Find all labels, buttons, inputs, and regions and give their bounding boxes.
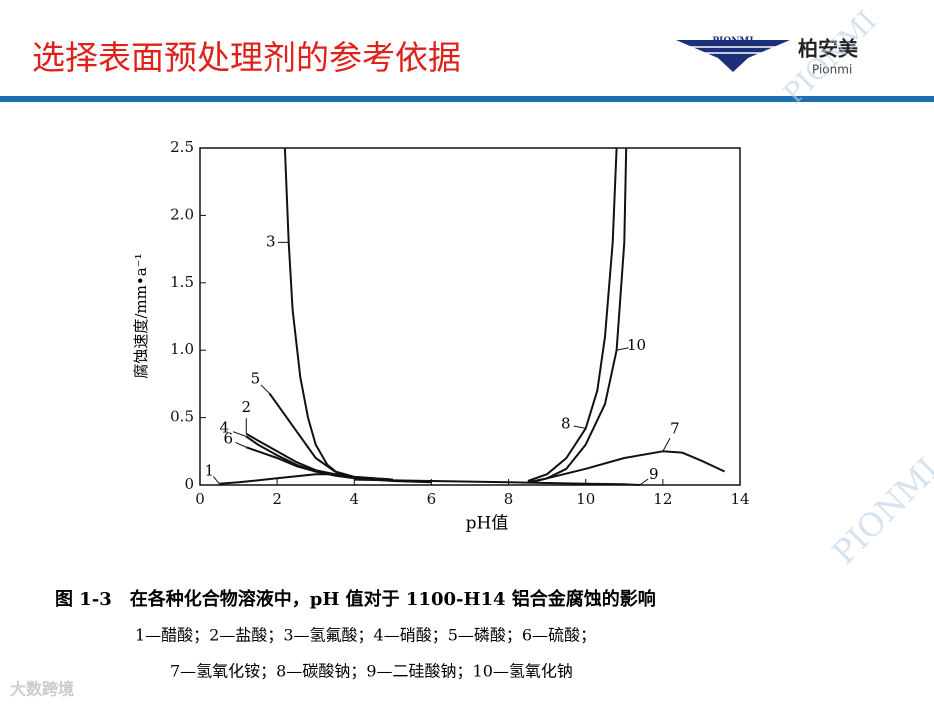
y-tick-label: 2.5 bbox=[170, 138, 194, 156]
x-tick-label: 6 bbox=[427, 490, 437, 508]
curve-label: 6 bbox=[224, 429, 234, 447]
y-tick-label: 0.5 bbox=[170, 408, 194, 426]
curve bbox=[531, 450, 726, 484]
curve-label: 3 bbox=[266, 232, 276, 250]
curve-label: 7 bbox=[670, 419, 680, 437]
x-tick-label: 0 bbox=[195, 490, 205, 508]
curve-leader bbox=[616, 347, 629, 351]
x-tick-label: 4 bbox=[350, 490, 360, 508]
curve bbox=[527, 147, 618, 482]
curve-leader bbox=[573, 425, 586, 429]
y-tick-label: 0 bbox=[184, 475, 194, 493]
curve-leader bbox=[260, 384, 270, 394]
caption-legend: 7—氢氧化铵；8—碳酸钠；9—二硅酸钠；10—氢氧化钠 bbox=[170, 662, 573, 681]
curve-label: 9 bbox=[649, 465, 659, 483]
header-rule bbox=[0, 96, 934, 102]
curve-label: 1 bbox=[205, 462, 215, 480]
logo: PIONMI 柏安美 Pionmi bbox=[676, 37, 859, 77]
y-tick-label: 1.5 bbox=[170, 273, 194, 291]
figure-caption: 图 1-3 在各种化合物溶液中，pH 值对于 1100-H14 铝合金腐蚀的影响 bbox=[55, 588, 656, 610]
x-tick-label: 10 bbox=[576, 490, 595, 508]
curve-leader bbox=[639, 478, 649, 486]
x-tick-label: 2 bbox=[272, 490, 282, 508]
watermark: PIONMI bbox=[777, 4, 883, 110]
y-tick-label: 1.0 bbox=[170, 340, 194, 358]
curve-leader bbox=[662, 437, 671, 452]
curve bbox=[527, 147, 628, 484]
curve bbox=[283, 147, 432, 484]
curve-label: 5 bbox=[251, 369, 261, 387]
caption-legend: 1—醋酸；2—盐酸；3—氢氟酸；4—硝酸；5—磷酸；6—硫酸； bbox=[135, 626, 596, 645]
brand: 柏安美 bbox=[798, 37, 859, 61]
x-tick-label: 12 bbox=[653, 490, 672, 508]
brand-en: Pionmi bbox=[812, 63, 852, 77]
y-axis-label: 腐蚀速度/mm•a⁻¹ bbox=[132, 253, 150, 378]
curve-label: 2 bbox=[242, 398, 252, 416]
y-tick-label: 2.0 bbox=[170, 205, 194, 223]
x-axis-label: pH值 bbox=[466, 514, 509, 534]
plot-frame bbox=[199, 147, 741, 486]
x-tick-label: 14 bbox=[730, 490, 749, 508]
curve-label: 10 bbox=[627, 336, 646, 354]
curve bbox=[245, 432, 355, 478]
curve-leader bbox=[235, 441, 247, 448]
curve bbox=[245, 446, 355, 480]
watermark: PIONMI bbox=[825, 450, 934, 571]
slide-title: 选择表面预处理剂的参考依据 bbox=[32, 38, 461, 77]
curve-label: 4 bbox=[220, 418, 230, 436]
curve-leader bbox=[232, 431, 247, 437]
curve-leader bbox=[212, 476, 220, 484]
curve-label: 8 bbox=[561, 414, 571, 432]
x-tick-label: 8 bbox=[504, 490, 514, 508]
curve bbox=[268, 392, 393, 481]
corner-watermark: 大数跨境 bbox=[10, 680, 74, 699]
logo-wing bbox=[676, 40, 790, 72]
logo-mark: PIONMI bbox=[712, 37, 753, 47]
curve bbox=[354, 478, 640, 486]
